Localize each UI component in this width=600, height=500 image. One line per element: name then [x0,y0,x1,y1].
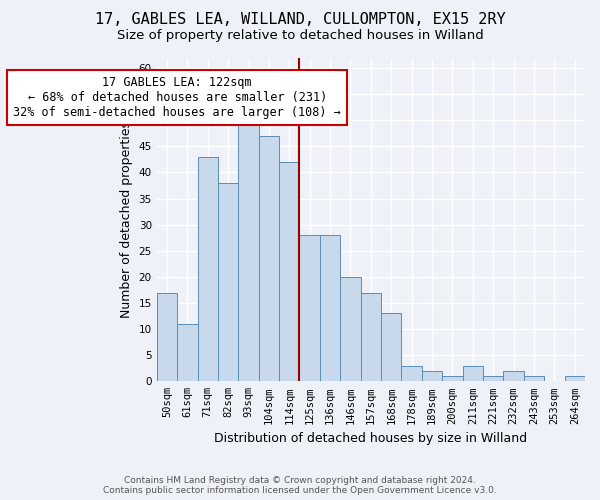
Bar [503,371,524,382]
Bar [157,292,177,382]
Bar [381,314,401,382]
Bar [524,376,544,382]
Bar [340,277,361,382]
Bar [197,156,218,382]
Bar [401,366,422,382]
Bar [565,376,585,382]
Y-axis label: Number of detached properties: Number of detached properties [120,121,133,318]
Bar [483,376,503,382]
Bar [299,235,320,382]
Text: Contains HM Land Registry data © Crown copyright and database right 2024.
Contai: Contains HM Land Registry data © Crown c… [103,476,497,495]
Text: Size of property relative to detached houses in Willand: Size of property relative to detached ho… [116,29,484,42]
Bar [177,324,197,382]
X-axis label: Distribution of detached houses by size in Willand: Distribution of detached houses by size … [214,432,527,445]
Bar [463,366,483,382]
Bar [361,292,381,382]
Bar [320,235,340,382]
Bar [218,183,238,382]
Text: 17, GABLES LEA, WILLAND, CULLOMPTON, EX15 2RY: 17, GABLES LEA, WILLAND, CULLOMPTON, EX1… [95,12,505,28]
Bar [442,376,463,382]
Bar [238,120,259,382]
Bar [259,136,279,382]
Bar [279,162,299,382]
Text: 17 GABLES LEA: 122sqm
← 68% of detached houses are smaller (231)
32% of semi-det: 17 GABLES LEA: 122sqm ← 68% of detached … [13,76,341,119]
Bar [422,371,442,382]
